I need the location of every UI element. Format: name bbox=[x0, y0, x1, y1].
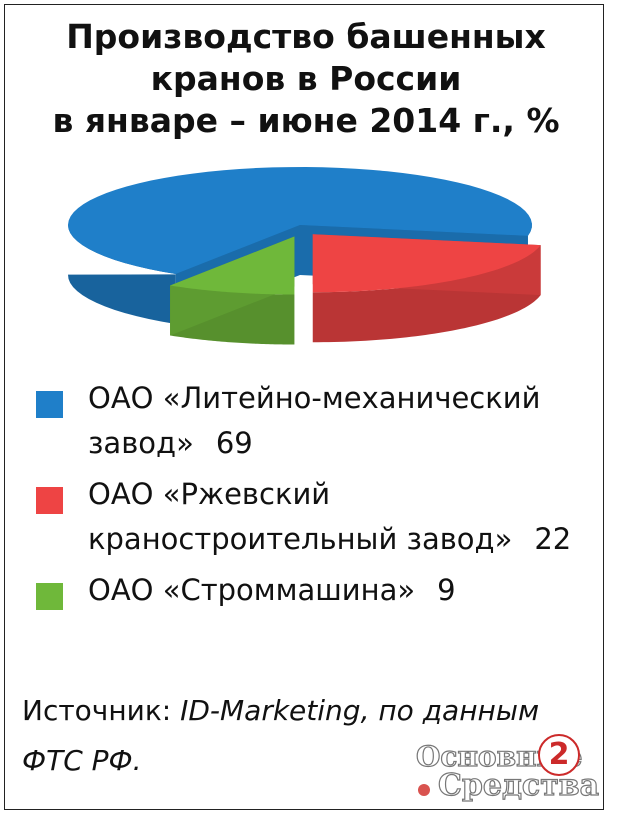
legend-label-strommash-1: ОАО «Строммашина» bbox=[88, 573, 416, 607]
title-line-2: кранов в России bbox=[150, 59, 462, 98]
title-line-3: в январе – июне 2014 г., % bbox=[52, 101, 560, 140]
legend-label-rzhev-1: ОАО «Ржевский bbox=[88, 477, 331, 511]
logo-text-line2: Средства bbox=[437, 767, 600, 803]
pie-slice-rzhev bbox=[312, 234, 541, 343]
title-line-1: Производство башенных bbox=[66, 17, 546, 56]
logo-dot-icon bbox=[418, 784, 430, 796]
source-text: ID-Marketing, по данным bbox=[180, 694, 540, 727]
legend-item-rzhev: ОАО «Ржевский краностроительный завод» 22 bbox=[36, 472, 606, 562]
publisher-logo: Основные 2 Средства bbox=[412, 734, 612, 808]
legend-swatch-rzhev bbox=[36, 487, 63, 514]
legend-label-lmz-2: завод» bbox=[88, 426, 194, 460]
legend-label-rzhev-2: краностроительный завод» bbox=[88, 522, 513, 556]
pie-slice-strommash bbox=[170, 236, 295, 345]
chart-frame bbox=[4, 4, 604, 810]
legend-swatch-lmz bbox=[36, 391, 63, 418]
legend-item-strommash: ОАО «Строммашина» 9 bbox=[36, 568, 606, 613]
legend-item-lmz: ОАО «Литейно-механический завод» 69 bbox=[36, 376, 606, 466]
legend-label-lmz-1: ОАО «Литейно-механический bbox=[88, 381, 541, 415]
source-note: Источник: ID-Marketing, по данным ФТС РФ… bbox=[22, 686, 597, 786]
logo-badge: 2 bbox=[538, 734, 580, 776]
source-line2: ФТС РФ. bbox=[22, 744, 142, 777]
legend-value-strommash: 9 bbox=[437, 573, 456, 607]
source-prefix: Источник: bbox=[22, 694, 172, 727]
legend-value-rzhev: 22 bbox=[534, 522, 572, 556]
legend-value-lmz: 69 bbox=[215, 426, 253, 460]
legend-swatch-strommash bbox=[36, 583, 63, 610]
chart-title: Производство башенных кранов в России в … bbox=[0, 16, 612, 142]
pie-chart bbox=[68, 167, 541, 345]
legend: ОАО «Литейно-механический завод» 69 ОАО «… bbox=[36, 376, 606, 619]
